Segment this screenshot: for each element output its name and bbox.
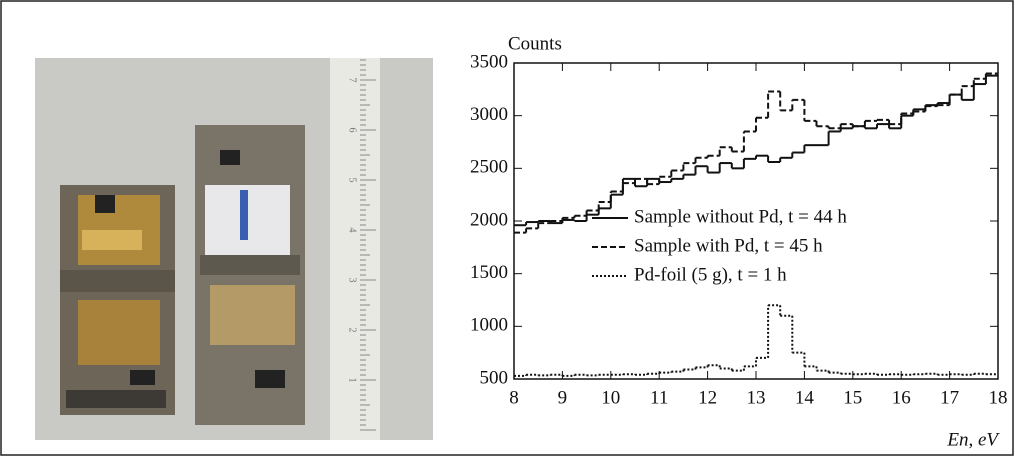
device-left (60, 185, 175, 415)
x-tick-label: 13 (747, 387, 766, 408)
legend-label: Pd-foil (5 g), t = 1 h (634, 264, 787, 285)
ruler-label: 6 (347, 128, 358, 133)
x-tick-label: 18 (989, 387, 1008, 408)
ruler-label: 1 (347, 378, 358, 383)
ruler-label: 3 (347, 278, 358, 283)
x-tick-label: 8 (509, 387, 519, 408)
x-tick-label: 12 (698, 387, 717, 408)
photo (35, 58, 433, 440)
x-tick-label: 10 (601, 387, 620, 408)
x-tick-label: 15 (843, 387, 862, 408)
chart: 500 1000 1500 2000 2500 3000 3500 8 9 10 11 12 13 14 1… (470, 33, 1008, 450)
x-tick-label: 9 (558, 387, 568, 408)
ruler-ticks (360, 59, 376, 431)
ruler-label: 7 (347, 78, 358, 83)
ruler-label: 2 (347, 328, 358, 333)
y-tick-label: 2500 (470, 157, 508, 178)
y-tick-label: 3000 (470, 104, 508, 125)
device-right (195, 125, 305, 425)
x-tick-label: 16 (892, 387, 911, 408)
y-tick-label: 500 (480, 367, 509, 388)
ruler-label: 4 (347, 228, 358, 233)
x-tick-label: 14 (795, 387, 815, 408)
x-tick-label: 11 (650, 387, 668, 408)
y-tick-label: 2000 (470, 209, 508, 230)
x-tick-label: 17 (940, 387, 959, 408)
ruler (330, 58, 380, 440)
x-axis-label: En, eV (946, 429, 1000, 450)
legend-label: Sample without Pd, t = 44 h (634, 206, 847, 227)
y-tick-label: 1500 (470, 262, 508, 283)
y-tick-label: 1000 (470, 315, 508, 336)
ruler-label: 5 (347, 178, 358, 183)
y-axis-label: Counts (508, 33, 562, 54)
legend-label: Sample with Pd, t = 45 h (634, 235, 823, 256)
y-tick-label: 3500 (470, 51, 508, 72)
